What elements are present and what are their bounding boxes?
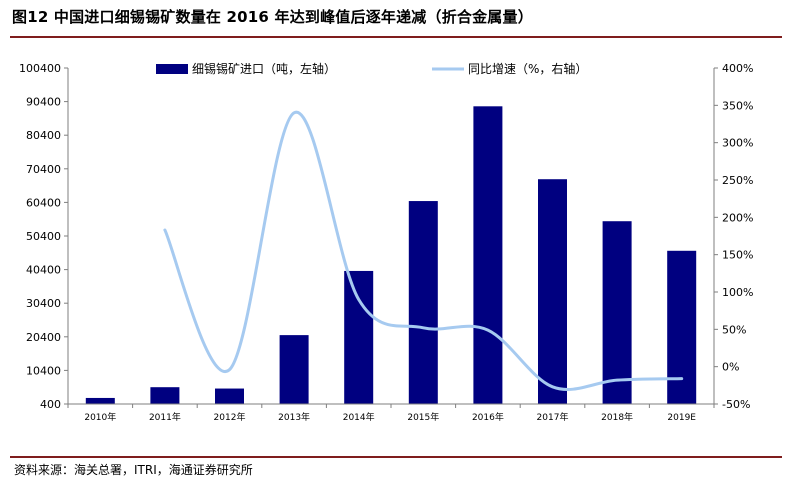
left-tick-label: 70400: [26, 163, 61, 176]
x-tick-label: 2019E: [667, 413, 696, 423]
x-tick-label: 2015年: [407, 411, 439, 423]
bar: [215, 388, 244, 404]
left-tick-label: 20400: [26, 331, 61, 344]
left-tick-label: 80400: [26, 129, 61, 142]
title-rule: [10, 36, 782, 38]
left-tick-label: 30400: [26, 297, 61, 310]
right-tick-label: 100%: [722, 286, 753, 299]
left-tick-label: 90400: [26, 96, 61, 109]
legend-bar-swatch: [156, 64, 188, 74]
left-tick-label: 100400: [19, 62, 61, 75]
left-tick-label: 400: [40, 398, 61, 411]
right-tick-label: 200%: [722, 211, 753, 224]
bar: [279, 335, 309, 404]
right-tick-label: -50%: [722, 398, 750, 411]
x-tick-label: 2010年: [84, 411, 116, 423]
x-tick-label: 2011年: [149, 411, 181, 423]
bar: [344, 270, 374, 404]
bar: [602, 221, 632, 404]
bar: [408, 201, 438, 404]
bar: [473, 106, 503, 404]
right-tick-label: 400%: [722, 62, 753, 75]
bar: [85, 397, 115, 404]
x-tick-label: 2017年: [537, 411, 569, 423]
x-tick-label: 2018年: [601, 411, 633, 423]
figure-title: 图12 中国进口细锡锡矿数量在 2016 年达到峰值后逐年递减（折合金属量）: [12, 8, 533, 26]
source-rule: [10, 456, 782, 458]
x-tick-label: 2016年: [472, 411, 504, 423]
left-tick-label: 10400: [26, 364, 61, 377]
left-tick-label: 50400: [26, 230, 61, 243]
right-tick-label: 50%: [722, 323, 746, 336]
right-tick-label: 150%: [722, 249, 753, 262]
legend: 细锡锡矿进口（吨，左轴） 同比增速（%，右轴）: [156, 61, 587, 76]
right-tick-label: 0%: [722, 361, 739, 374]
right-tick-label: 350%: [722, 99, 753, 112]
legend-line-label: 同比增速（%，右轴）: [468, 61, 587, 76]
left-tick-label: 40400: [26, 264, 61, 277]
legend-bar-label: 细锡锡矿进口（吨，左轴）: [192, 61, 336, 76]
bar: [667, 250, 697, 404]
bar: [150, 387, 180, 404]
bar: [538, 179, 567, 404]
x-tick-label: 2012年: [214, 411, 246, 423]
growth-line: [163, 111, 684, 391]
right-tick-label: 300%: [722, 137, 753, 150]
combo-chart: 400 10400 20400 30400 40400 50400 60400 70400 80…: [19, 61, 753, 423]
x-tick-label: 2013年: [278, 411, 310, 423]
source-note: 资料来源：海关总署，ITRI，海通证券研究所: [14, 463, 253, 477]
right-tick-label: 250%: [722, 174, 753, 187]
left-tick-label: 60400: [26, 196, 61, 209]
x-tick-label: 2014年: [343, 411, 375, 423]
